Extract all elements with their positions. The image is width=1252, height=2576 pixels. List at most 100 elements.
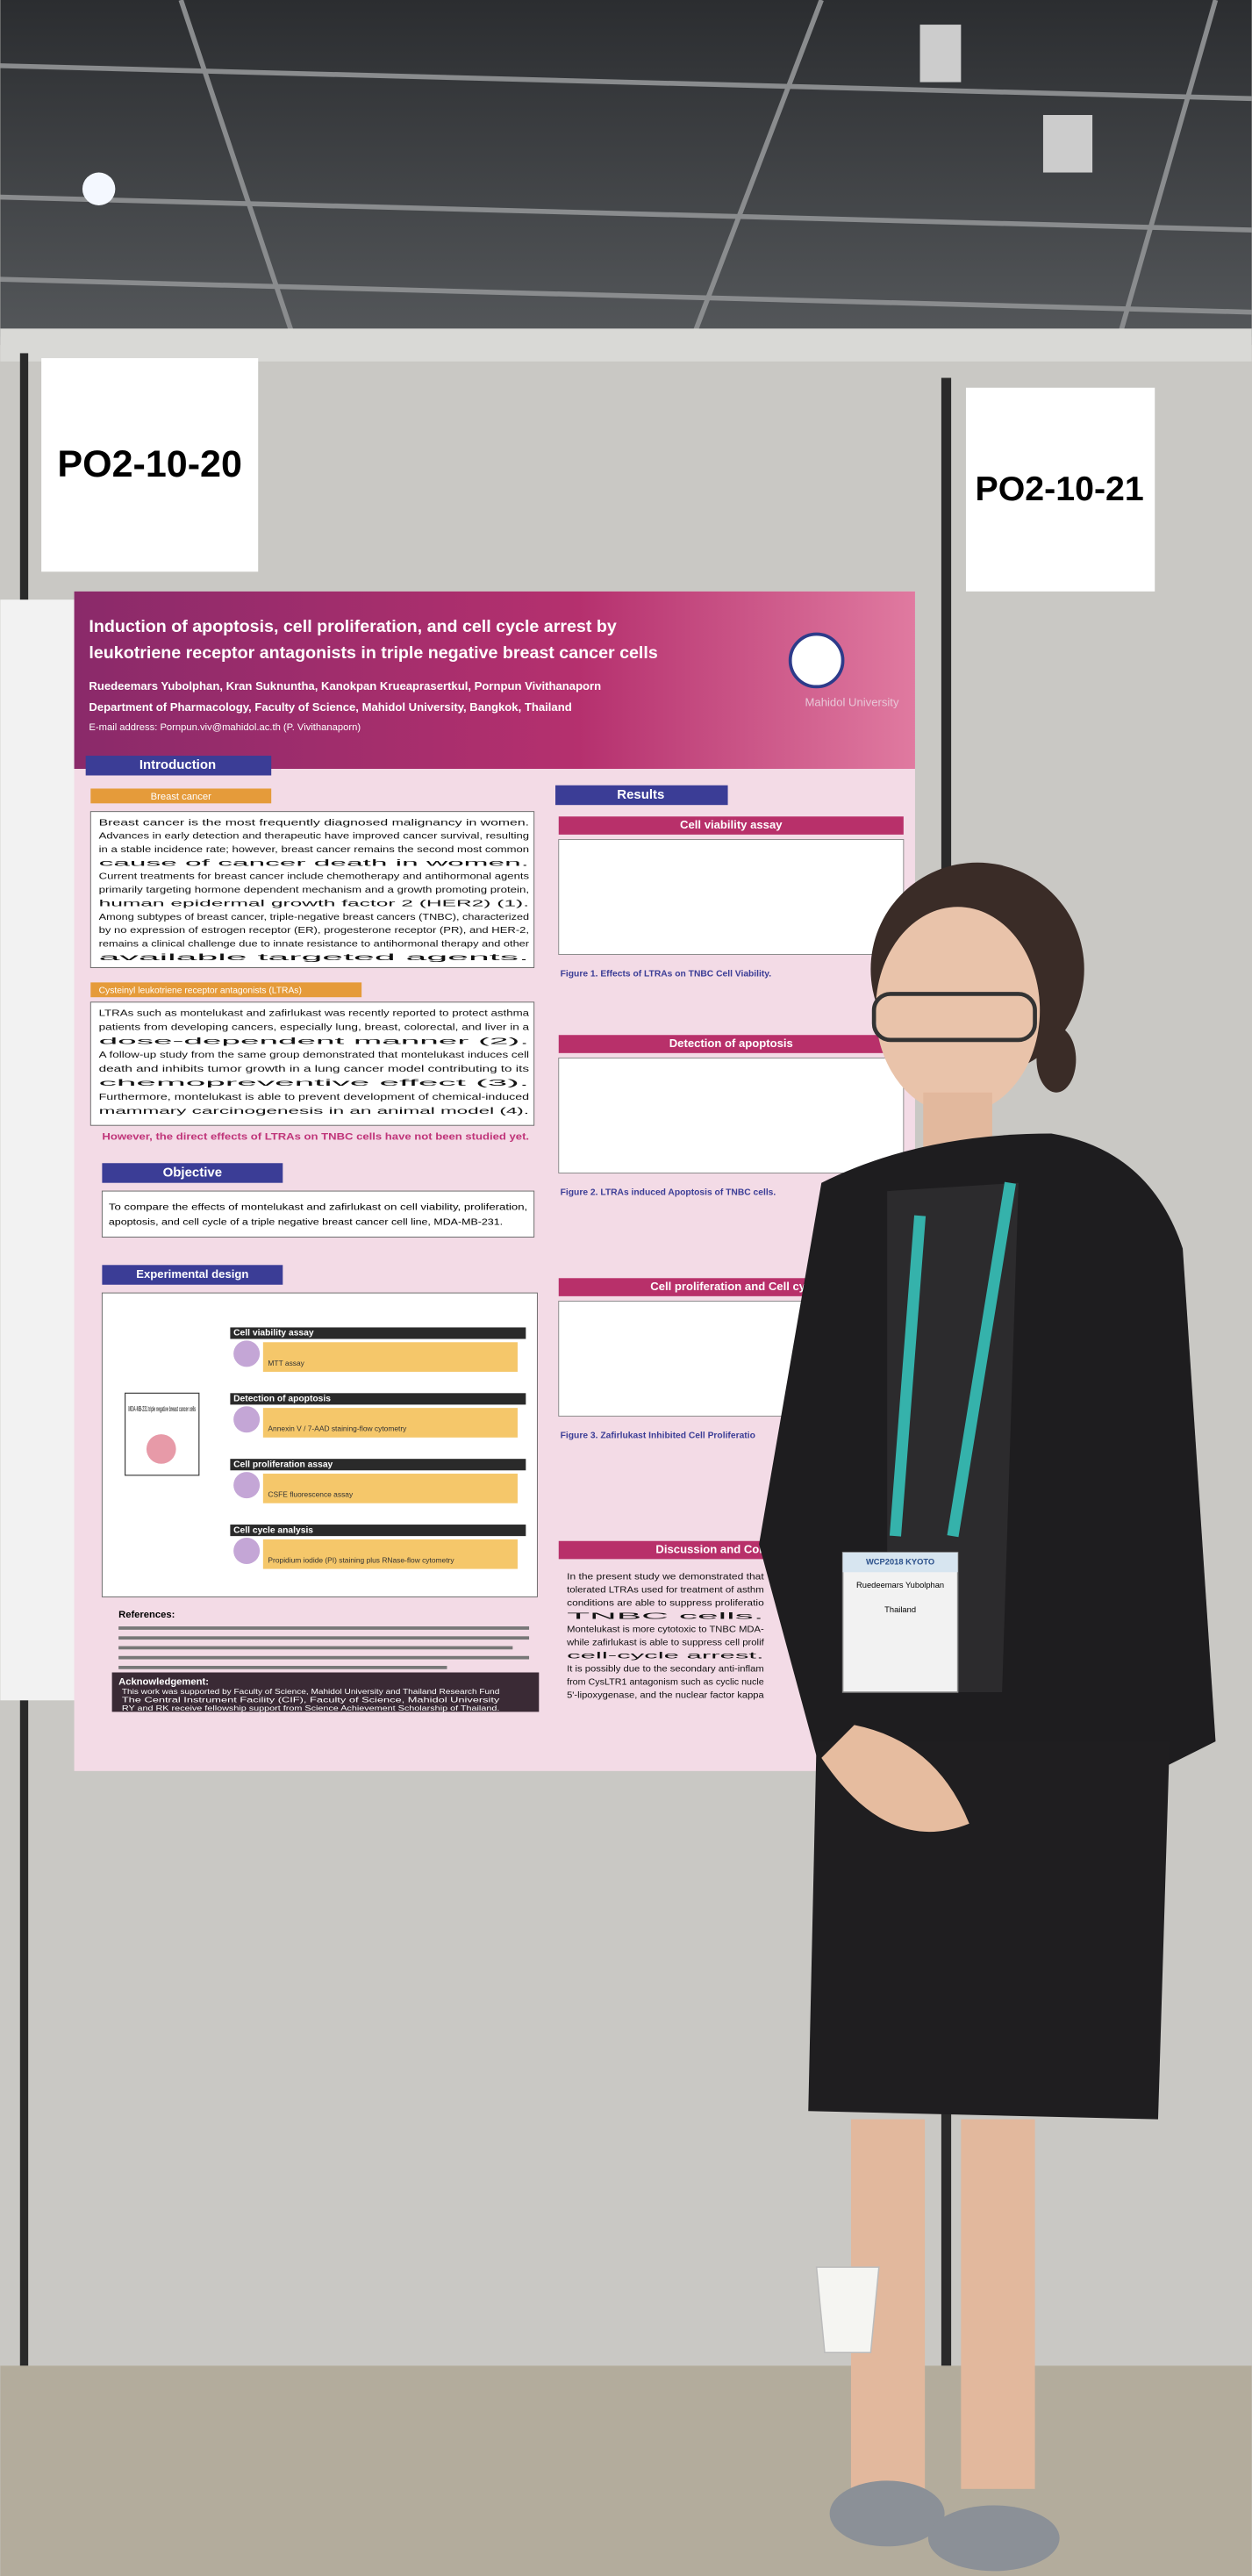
references-heading: References: (118, 1610, 175, 1620)
text-line: Montelukast is more cytotoxic to TNBC MD… (567, 1625, 764, 1634)
step-method-box (262, 1539, 518, 1569)
result-heading (558, 1035, 904, 1053)
text-line: available targeted agents. (99, 953, 529, 963)
cell-illustration (146, 1434, 176, 1464)
step-method: MTT assay (268, 1359, 304, 1367)
poster-email: E-mail address: Pornpun.viv@mahidol.ac.t… (89, 722, 361, 733)
text-line: In the present study we demonstrated tha… (567, 1573, 764, 1582)
text-line: 5'-lipoxygenase, and the nuclear factor … (567, 1690, 764, 1700)
text-box (101, 1190, 535, 1238)
bullets: LTRAs such as montelukast and zafirlukas… (99, 1008, 530, 1116)
university-logo (788, 632, 845, 689)
step-title: Cell cycle analysis (233, 1525, 313, 1535)
badge-country: Thailand (884, 1605, 916, 1614)
text-line: Furthermore, montelukast is able to prev… (99, 1093, 529, 1102)
board-label-text: PO2-10-20 (57, 443, 242, 485)
text-line: tolerated LTRAs used for treatment of as… (567, 1585, 764, 1595)
figure-caption: Figure 3. Zafirlukast Inhibited Cell Pro… (561, 1432, 755, 1441)
step-bar (230, 1393, 526, 1405)
poster-header (74, 591, 915, 770)
text-line: chemopreventive effect (3). (99, 1079, 529, 1088)
text-line: cell-cycle arrest. (567, 1651, 764, 1661)
board-label-text: PO2-10-21 (976, 470, 1144, 508)
design-steps: Cell viability assay MTT assay Detection o… (230, 1327, 526, 1569)
text-line: RY and RK receive fellowship support fro… (122, 1704, 500, 1712)
text-line: A follow-up study from the same group de… (99, 1051, 529, 1060)
text-line: Advances in early detection and therapeu… (99, 832, 529, 842)
section-heading-text: Objective (163, 1165, 222, 1180)
figure-caption: Figure 2. LTRAs induced Apoptosis of TNB… (561, 1188, 776, 1198)
step-method: Propidium iodide (PI) staining plus RNas… (268, 1555, 454, 1564)
text-line: from CysLTR1 antagonism such as cyclic n… (567, 1677, 764, 1687)
ceiling-light (82, 172, 116, 205)
section-heading (102, 1265, 283, 1285)
sub-heading (90, 982, 362, 998)
step-title: Detection of apoptosis (233, 1395, 331, 1404)
reference-lines (118, 1626, 530, 1669)
objective-text: apoptosis, and cell cycle of a triple ne… (109, 1217, 503, 1227)
step-method: CSFE fluorescence assay (268, 1490, 354, 1499)
text-line: cause of cancer death in women. (99, 858, 529, 868)
section-heading (85, 756, 272, 776)
poster-authors: Ruedeemars Yubolphan, Kran Suknuntha, Ka… (89, 679, 601, 692)
objective-text: To compare the effects of montelukast an… (109, 1203, 527, 1213)
step-icon (233, 1406, 261, 1433)
step-title: Cell proliferation assay (233, 1460, 333, 1469)
acknowledgement-box (111, 1672, 540, 1712)
ceiling (0, 0, 1252, 346)
text-box (89, 1001, 535, 1126)
poster-title: Induction of apoptosis, cell proliferati… (89, 617, 616, 636)
poster-affiliation: Department of Pharmacology, Faculty of S… (89, 700, 571, 714)
result-heading-text: Cell proliferation and Cell cyc (650, 1280, 812, 1293)
step-bar (230, 1525, 526, 1537)
badge-name: Ruedeemars Yubolphan (856, 1581, 944, 1589)
result-heading-text: Detection of apoptosis (669, 1037, 793, 1050)
text-line: conditions are able to suppress prolifer… (567, 1598, 764, 1608)
text-line: Among subtypes of breast cancer, triple-… (99, 913, 529, 922)
sub-heading (90, 788, 272, 804)
result-heading-text: Cell viability assay (680, 818, 783, 831)
figure-panel (558, 839, 905, 955)
text-line: LTRAs such as montelukast and zafirlukas… (99, 1008, 530, 1018)
text-line: It is possibly due to the secondary anti… (567, 1664, 764, 1674)
text-line: mammary carcinogenesis in an animal mode… (99, 1107, 529, 1116)
sub-heading-text: Breast cancer (151, 792, 211, 802)
text-line: in a stable incidence rate; however, bre… (99, 845, 529, 855)
spotlight (1042, 115, 1093, 173)
section-heading-text: Experimental design (136, 1267, 248, 1281)
text-line: human epidermal growth factor 2 (HER2) (… (99, 899, 529, 908)
text-line: Current treatments for breast cancer inc… (99, 872, 530, 882)
result-heading (558, 816, 904, 835)
figure-caption: Figure 1. Effects of LTRAs on TNBC Cell … (561, 970, 772, 979)
text-line: dose-dependent manner (2). (99, 1037, 529, 1046)
logo-text: Mahidol University (805, 696, 899, 709)
step-bar (230, 1459, 526, 1471)
badge-event: WCP2018 KYOTO (866, 1558, 934, 1567)
step-bar (230, 1327, 526, 1339)
sub-heading-text: Cysteinyl leukotriene receptor antagonis… (99, 986, 302, 995)
cell-text: MDA-MB-231 triple negative breast cancer… (128, 1404, 196, 1413)
section-heading-text: Introduction (140, 757, 216, 772)
step-method: Annexin V / 7-AAD staining-flow cytometr… (268, 1424, 407, 1433)
step-title: Cell viability assay (233, 1329, 314, 1338)
neighbour-poster (0, 599, 76, 1701)
text-line: remains a clinical challenge due to inna… (99, 939, 530, 949)
text-line: by no expression of estrogen receptor (E… (99, 926, 529, 936)
floor (0, 2365, 1252, 2576)
section-heading (555, 785, 728, 806)
bullets: Breast cancer is the most frequently dia… (99, 818, 530, 962)
step-icon (233, 1472, 261, 1499)
step-icon (233, 1340, 261, 1367)
text-box (89, 811, 535, 968)
poster-title: leukotriene receptor antagonists in trip… (89, 643, 657, 663)
text-line: TNBC cells. (567, 1611, 764, 1621)
acknowledgement-heading: Acknowledgement: (118, 1677, 209, 1688)
text-line: death and inhibits tumor growth in a lun… (99, 1065, 530, 1074)
board-label (965, 387, 1155, 592)
step-method-box (262, 1408, 518, 1438)
person (759, 862, 1216, 2572)
section-heading (102, 1163, 283, 1183)
text-line: Breast cancer is the most frequently dia… (99, 818, 529, 828)
